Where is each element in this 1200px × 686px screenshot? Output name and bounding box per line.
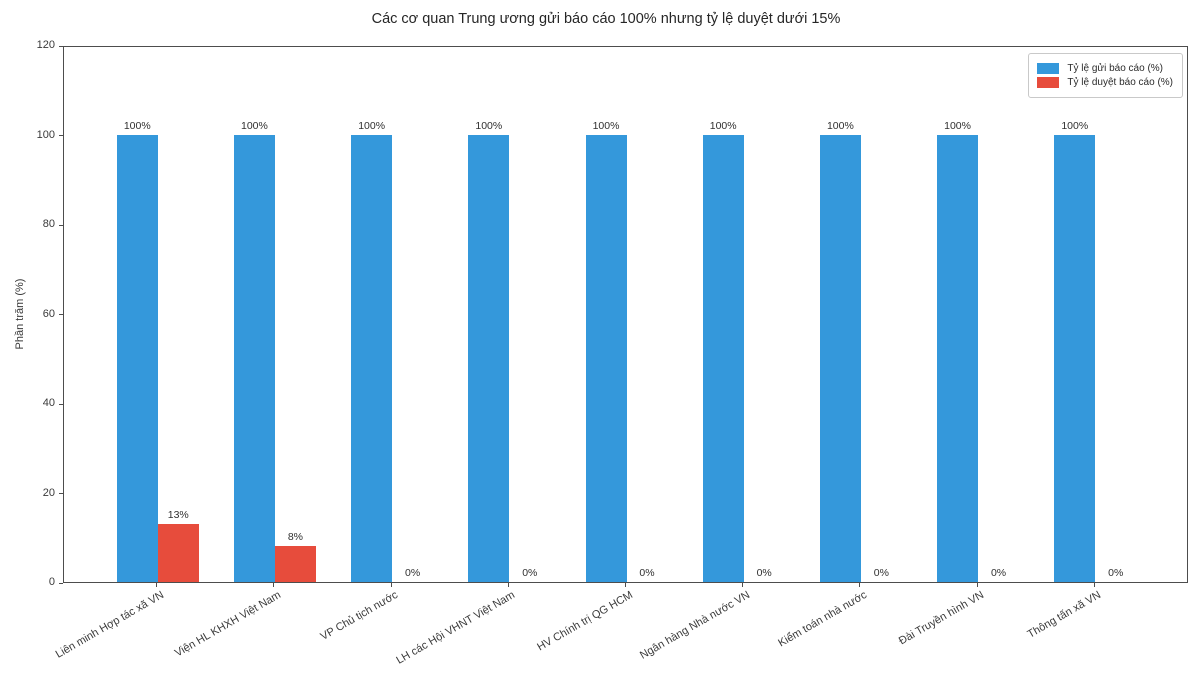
x-tick-label: LH các Hội VHNT Việt Nam [394,589,518,667]
x-tick-mark [156,583,158,587]
chart-title: Các cơ quan Trung ương gửi báo cáo 100% … [371,11,841,27]
bar-value-label: 0% [522,567,538,579]
bar-value-label: 0% [405,567,421,579]
y-tick-label: 20 [42,486,55,499]
x-tick-mark [742,583,744,587]
bar-value-label: 100% [241,119,268,132]
legend-swatch [1037,77,1060,88]
y-tick-label: 40 [42,397,55,409]
y-tick-label: 80 [42,218,55,230]
sent-bar [1054,134,1096,582]
legend-label: Tỷ lệ duyệt báo cáo (%) [1067,77,1173,88]
y-tick-mark [59,403,63,405]
x-tick-mark [390,583,392,587]
bar-value-label: 100% [709,119,737,132]
y-tick-mark [59,224,63,226]
x-tick-mark [273,583,275,587]
legend-entry: Tỷ lệ gửi báo cáo (%) [1037,63,1173,74]
sent-bar [351,134,393,582]
y-tick-label: 60 [42,307,55,320]
legend-swatch [1037,63,1060,74]
x-tick-mark [976,583,978,587]
legend-label: Tỷ lệ gửi báo cáo (%) [1067,63,1164,74]
bar-value-label: 100% [826,119,854,132]
bar-value-label: 0% [873,567,889,579]
y-tick-label: 120 [36,39,55,51]
sent-bar [585,134,627,582]
x-tick-label: Thông tấn xã VN [1025,589,1104,641]
y-tick-mark [59,135,63,136]
bar-value-label: 100% [1061,119,1089,132]
y-tick-label: 100 [36,128,55,141]
y-tick-label: 0 [48,576,55,588]
bar-value-label: 100% [592,119,620,132]
sent-bar [702,134,744,582]
x-tick-label: Ngân hàng Nhà nước VN [637,589,752,662]
legend: Tỷ lệ gửi báo cáo (%) Tỷ lệ duyệt báo cáo… [1028,53,1183,98]
legend-entry: Tỷ lệ duyệt báo cáo (%) [1037,77,1173,88]
approved-bar [274,546,316,582]
y-tick-mark [59,45,63,47]
y-tick-mark [59,582,63,584]
sent-bar [819,134,861,582]
y-tick-mark [59,314,63,315]
sent-bar [116,134,158,582]
plot-area: Tỷ lệ gửi báo cáo (%) Tỷ lệ duyệt báo cáo… [63,46,1188,583]
bar-value-label: 0% [639,567,655,579]
bar-value-label: 100% [944,119,971,132]
bar-value-label: 0% [990,567,1007,579]
bar-value-label: 0% [1108,567,1124,579]
x-tick-label: VP Chủ tịch nước [318,589,401,643]
bar-value-label: 8% [287,531,304,544]
bar-value-label: 100% [358,119,386,132]
bar-value-label: 100% [475,119,503,132]
bar-value-label: 13% [167,508,189,521]
x-tick-label: Viện HL KHXH Việt Nam [172,589,283,660]
x-tick-label: Đài Truyền hình VN [896,589,987,648]
sent-bar [468,134,510,582]
sent-bar [937,134,979,582]
x-tick-mark [859,583,861,587]
x-tick-label: Liên minh Hợp tác xã VN [53,589,166,661]
approved-bar [157,523,199,582]
bar-value-label: 0% [756,567,772,579]
sent-bar [233,134,275,582]
bar-value-label: 100% [123,119,151,132]
x-tick-label: Kiểm toán nhà nước [776,589,869,650]
x-tick-mark [1093,583,1095,587]
y-tick-mark [59,493,63,494]
x-tick-label: HV Chính trị QG HCM [534,589,635,654]
x-tick-mark [625,583,626,587]
x-tick-mark [507,583,509,587]
